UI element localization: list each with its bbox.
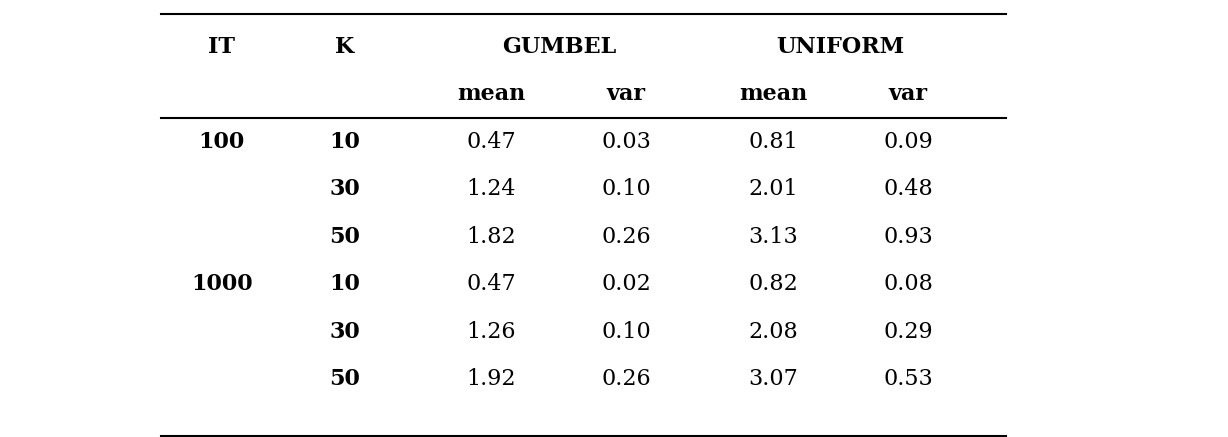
Text: 1.24: 1.24 [467,178,516,201]
Text: 100: 100 [199,131,246,153]
Text: IT: IT [209,36,236,58]
Text: 0.26: 0.26 [602,226,651,248]
Text: K: K [335,36,354,58]
Text: 0.81: 0.81 [748,131,798,153]
Text: mean: mean [739,83,807,105]
Text: 10: 10 [329,131,360,153]
Text: var: var [889,83,927,105]
Text: 50: 50 [329,226,360,248]
Text: 0.09: 0.09 [883,131,933,153]
Text: 0.02: 0.02 [602,274,651,295]
Text: 0.08: 0.08 [883,274,933,295]
Text: 1.26: 1.26 [467,321,516,343]
Text: UNIFORM: UNIFORM [776,36,905,58]
Text: mean: mean [457,83,526,105]
Text: 0.47: 0.47 [467,131,516,153]
Text: 3.13: 3.13 [748,226,798,248]
Text: 0.48: 0.48 [883,178,933,201]
Text: 30: 30 [329,321,360,343]
Text: var: var [607,83,646,105]
Text: 1.82: 1.82 [467,226,516,248]
Text: 1.92: 1.92 [467,368,516,390]
Text: 30: 30 [329,178,360,201]
Text: 0.03: 0.03 [602,131,651,153]
Text: 0.47: 0.47 [467,274,516,295]
Text: 0.26: 0.26 [602,368,651,390]
Text: 0.29: 0.29 [883,321,933,343]
Text: 0.53: 0.53 [883,368,933,390]
Text: 0.10: 0.10 [602,178,651,201]
Text: 0.82: 0.82 [748,274,798,295]
Text: 0.93: 0.93 [883,226,933,248]
Text: 10: 10 [329,274,360,295]
Text: 2.08: 2.08 [748,321,798,343]
Text: 1000: 1000 [192,274,253,295]
Text: 0.10: 0.10 [602,321,651,343]
Text: 50: 50 [329,368,360,390]
Text: GUMBEL: GUMBEL [502,36,616,58]
Text: 3.07: 3.07 [748,368,798,390]
Text: 2.01: 2.01 [749,178,798,201]
